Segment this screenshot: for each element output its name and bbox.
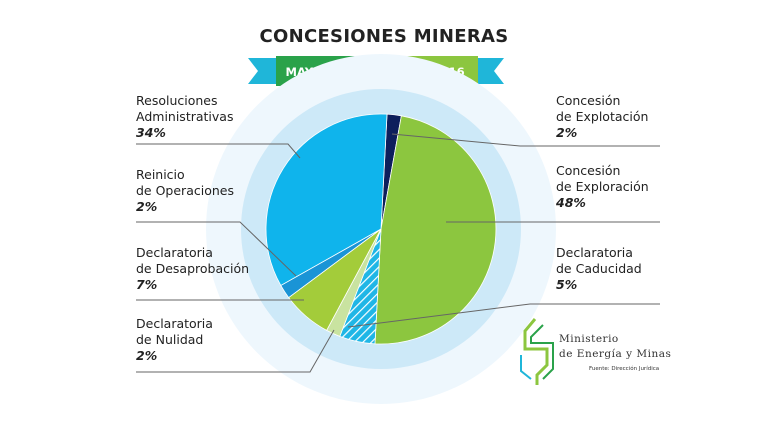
label-resoluciones-line2: Administrativas [136, 109, 234, 124]
label-exploracion-line2: de Exploración [556, 179, 649, 194]
label-desaprobacion-line2: de Desaprobación [136, 261, 250, 276]
ministry-logo-icon [520, 318, 554, 385]
label-reinicio-pct: 2% [136, 199, 158, 214]
leader-reinicio [136, 221, 297, 277]
label-explotacion-pct: 2% [556, 125, 578, 140]
label-caducidad-line2: de Caducidad [556, 261, 642, 276]
banner-left-ribbon-tail [248, 58, 280, 84]
ministry-name-line1: Ministerio [559, 333, 619, 345]
ministry-branding: Ministerio de Energía y Minas Fuente: Di… [517, 317, 677, 387]
label-caducidad: Declaratoria de Caducidad 5% [556, 245, 642, 293]
label-desaprobacion-line1: Declaratoria [136, 245, 213, 260]
label-reinicio-line1: Reinicio [136, 167, 185, 182]
label-caducidad-line1: Declaratoria [556, 245, 633, 260]
label-desaprobacion: Declaratoria de Desaprobación 7% [136, 245, 249, 293]
ministry-source: Fuente: Dirección Jurídica [589, 366, 660, 372]
leader-nulidad [136, 329, 335, 373]
label-explotacion-line1: Concesión [556, 93, 621, 108]
label-resoluciones-line1: Resoluciones [136, 93, 218, 108]
label-nulidad-pct: 2% [136, 348, 158, 363]
label-resoluciones-pct: 34% [136, 125, 166, 140]
label-explotacion: Concesión de Explotación 2% [556, 93, 648, 141]
label-caducidad-pct: 5% [556, 277, 578, 292]
banner-right-ribbon-tail [472, 58, 504, 84]
pie-slice-6 [265, 113, 388, 286]
label-desaprobacion-pct: 7% [136, 277, 158, 292]
label-exploracion-line1: Concesión [556, 163, 621, 178]
label-nulidad: Declaratoria de Nulidad 2% [136, 316, 213, 364]
label-nulidad-line2: de Nulidad [136, 332, 204, 347]
leader-lines [136, 133, 660, 373]
pie-slices [265, 113, 497, 345]
leader-resoluciones [136, 143, 301, 159]
leader-caducidad [347, 303, 660, 328]
leader-explotacion [391, 133, 660, 147]
label-explotacion-line2: de Explotación [556, 109, 649, 124]
label-nulidad-line1: Declaratoria [136, 316, 213, 331]
chart-title: CONCESIONES MINERAS [259, 26, 509, 47]
label-resoluciones: Resoluciones Administrativas 34% [136, 93, 233, 141]
label-exploracion: Concesión de Exploración 48% [556, 163, 649, 211]
pie-slice-1 [374, 115, 497, 345]
ministry-name-line2: de Energía y Minas [559, 348, 672, 360]
label-reinicio: Reinicio de Operaciones 2% [136, 167, 234, 215]
label-reinicio-line2: de Operaciones [136, 183, 234, 198]
label-exploracion-pct: 48% [556, 195, 586, 210]
